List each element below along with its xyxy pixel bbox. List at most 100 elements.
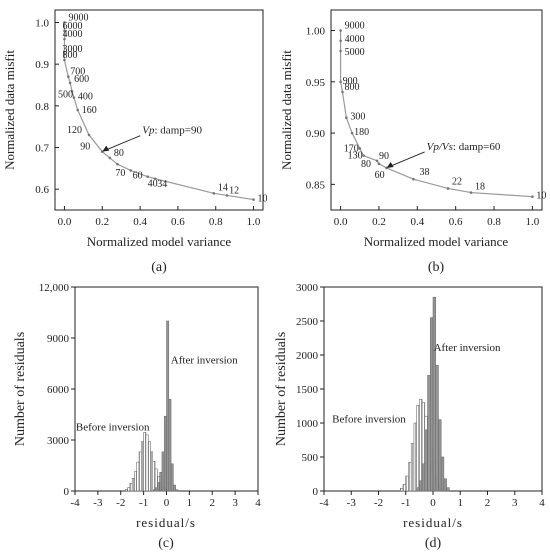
lcurve-point-a: [87, 133, 91, 137]
lcurve-point-a: [63, 58, 66, 62]
lcurve-point-a: [116, 162, 119, 166]
histogram-bar-before: [413, 422, 417, 492]
panel-a-caption: (a): [151, 260, 167, 275]
histogram-bar-after: [424, 429, 428, 492]
annotation-variable-a: Vp: [142, 125, 155, 137]
histogram-bar-after: [173, 484, 176, 492]
histogram-bar-before: [131, 478, 135, 492]
plot-frame-a: [54, 9, 264, 211]
x-tick-label-2: 4: [255, 497, 261, 509]
y-tick-label-3: 1500: [296, 384, 319, 396]
x-tick-label-0: 1.0: [247, 216, 261, 228]
lcurve-point-b: [362, 154, 365, 157]
histogram-bar-after: [427, 375, 431, 492]
y-tick-label-3: 0: [313, 486, 319, 498]
histogram-bar-before: [129, 483, 133, 492]
histogram-bar-before: [134, 471, 138, 492]
panel-d-ylabel: Number of residuals: [274, 332, 289, 446]
y-tick-label-3: 2000: [296, 350, 319, 362]
x-tick-label-3: 2: [485, 497, 491, 509]
panel-a-xlabel: Normalized model variance: [87, 234, 232, 249]
lcurve-point-b: [339, 29, 342, 32]
x-tick-label-3: 1: [458, 497, 464, 509]
histogram-bar-after: [152, 489, 156, 492]
lcurve-point-b: [339, 39, 342, 43]
annotation-text-a: Vp: damp=90: [142, 125, 202, 137]
y-tick-label-2: 12,000: [39, 282, 70, 294]
annotation-arrowhead-b: [386, 161, 394, 168]
plot-frame-b: [330, 9, 543, 211]
lcurve-point-a: [153, 177, 157, 181]
y-tick-label-1: 0.95: [306, 77, 326, 89]
damping-label-a: 400: [78, 92, 93, 103]
series-label-c: Before inversion: [76, 422, 150, 434]
y-tick-label-3: 2500: [296, 316, 319, 328]
lcurve-point-b: [446, 187, 450, 190]
histogram-bar-before: [138, 451, 142, 492]
histogram-bar-after: [170, 463, 174, 492]
damping-label-b: 130: [348, 151, 363, 162]
damping-label-b: 18: [475, 182, 485, 193]
histogram-bar-before: [143, 432, 147, 492]
annotation-variable-b: Vp/Vs: [427, 141, 453, 153]
histogram-bar-before: [416, 405, 420, 492]
x-tick-label-2: -3: [93, 497, 103, 509]
damping-label-b: 80: [361, 159, 371, 170]
histogram-bar-before: [125, 489, 128, 492]
lcurve-point-b: [358, 147, 362, 150]
lcurve-point-a: [68, 81, 72, 85]
y-tick-label-0: 1.0: [35, 18, 49, 30]
y-tick-label-3: 3000: [296, 282, 319, 294]
annotation-arrow-a: [104, 135, 141, 152]
x-tick-label-2: 1: [187, 497, 193, 509]
histogram-bar-after: [438, 419, 442, 492]
histogram-bar-after: [166, 320, 170, 492]
histogram-bar-after: [446, 487, 450, 492]
y-tick-label-0: 0.6: [35, 184, 49, 196]
damping-label-b: 60: [375, 170, 385, 181]
histogram-bar-after: [157, 482, 160, 492]
y-tick-label-2: 3000: [47, 435, 70, 447]
lcurve-point-b: [375, 159, 379, 163]
x-tick-label-2: -1: [139, 497, 148, 509]
lcurve-point-a: [66, 75, 70, 78]
panel-b: 0.0 0.2 0.4 0.6 0.8 1.0 0.85 0.90 0.95 1.00 9000 40…: [279, 9, 547, 275]
damping-label-b: 800: [345, 82, 360, 93]
lcurve-point-a: [146, 175, 149, 178]
x-tick-label-3: -3: [347, 497, 357, 509]
damping-label-b: 90: [379, 151, 389, 162]
annotation-arrow-b: [388, 151, 425, 168]
damping-label-a: 6000: [62, 21, 82, 32]
annotation-damp-a: : damp=90: [155, 125, 203, 137]
annotation-arrowhead-a: [102, 145, 110, 152]
damping-label-b: 170: [344, 143, 359, 154]
histogram-bar-after: [421, 463, 426, 492]
lcurve-point-a: [129, 169, 132, 172]
panel-c-content: -4 -3 -2 -1 0 1 2 3 4 0 3000 6000 9000 12,000 Before i…: [39, 282, 262, 509]
y-tick-label-2: 0: [64, 486, 70, 498]
lcurve-point-a: [76, 108, 79, 112]
damping-label-a: 12: [229, 185, 239, 196]
y-tick-label-0: 0.9: [35, 59, 49, 71]
lcurve-point-a: [225, 194, 229, 197]
histogram-bar-before: [408, 462, 412, 492]
damping-label-b: 9000: [345, 21, 365, 32]
x-tick-label-3: 0: [430, 497, 436, 509]
y-tick-label-3: 1000: [296, 418, 319, 430]
histogram-bar-after: [435, 364, 439, 492]
panel-c: -4 -3 -2 -1 0 1 2 3 4 0 3000 6000 9000 12,000 Before i…: [13, 282, 261, 551]
lcurve-point-a: [63, 21, 66, 24]
lcurve-point-b: [350, 131, 354, 135]
panel-b-content: 0.0 0.2 0.4 0.6 0.8 1.0 0.85 0.90 0.95 1.00 9000 40…: [306, 21, 547, 228]
histogram-bar-before: [141, 441, 144, 492]
damping-label-b: 4000: [345, 34, 365, 45]
panel-d: -4 -3 -2 -1 0 1 2 3 4 0 500 1000 1500 2000 2500 3000 Bef…: [274, 282, 545, 551]
series-label-c: After inversion: [171, 355, 238, 367]
damping-label-b: 300: [350, 112, 365, 123]
panel-a: 0.0 0.2 0.4 0.6 0.8 1.00.60.70.80.91.0 9000600…: [2, 9, 268, 275]
x-tick-label-2: -4: [70, 497, 80, 509]
series-label-d: Before inversion: [332, 413, 406, 425]
y-tick-label-1: 0.85: [306, 179, 326, 191]
panel-b-xlabel: Normalized model variance: [364, 234, 509, 249]
